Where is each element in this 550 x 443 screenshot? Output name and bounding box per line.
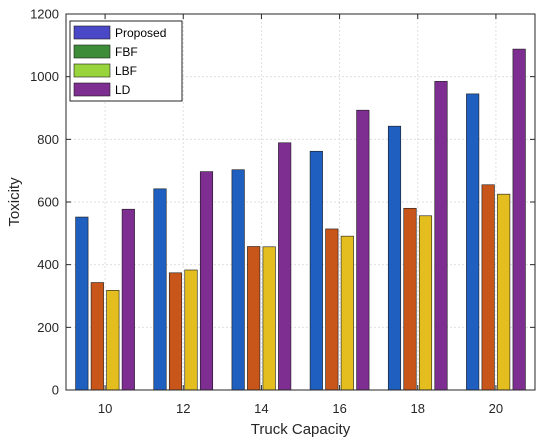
legend-label-proposed: Proposed — [115, 26, 166, 40]
bar-ld-12 — [199, 171, 214, 391]
bar-proposed-12 — [153, 188, 167, 391]
bars-layer — [75, 48, 526, 391]
legend-label-lbf: LBF — [115, 64, 137, 78]
bar-lbf-10 — [106, 290, 120, 391]
y-axis: 0 200 400 600 800 1000 1200 — [30, 7, 535, 398]
legend-swatch-proposed — [73, 25, 111, 40]
y-tick-label: 800 — [37, 132, 59, 147]
x-tick-label: 18 — [411, 401, 425, 416]
y-axis-title: Toxicity — [6, 177, 23, 227]
bar-ld-10 — [121, 208, 135, 391]
bar-fbf-12 — [168, 272, 183, 391]
bar-proposed-10 — [75, 216, 89, 391]
y-tick-label: 1200 — [30, 7, 59, 22]
x-tick-label: 16 — [332, 401, 346, 416]
x-tick-label: 10 — [98, 401, 112, 416]
legend-swatch-lbf — [73, 63, 111, 78]
bar-fbf-20 — [481, 184, 495, 391]
legend-swatch-fbf — [73, 44, 111, 59]
bar-proposed-18 — [387, 125, 402, 391]
bar-ld-16 — [356, 109, 370, 391]
bar-proposed-16 — [309, 150, 323, 391]
bar-lbf-16 — [340, 235, 354, 391]
bar-lbf-18 — [418, 215, 433, 391]
bar-ld-14 — [278, 142, 292, 391]
bar-fbf-16 — [325, 228, 339, 391]
x-tick-label: 14 — [254, 401, 268, 416]
legend-swatch-ld — [73, 82, 111, 97]
x-tick-label: 20 — [489, 401, 503, 416]
bar-ld-18 — [434, 81, 448, 391]
legend-label-fbf: FBF — [115, 45, 138, 59]
bar-lbf-20 — [497, 193, 511, 391]
legend: Proposed FBF LBF LD — [69, 20, 183, 102]
bar-fbf-14 — [247, 246, 261, 391]
bar-lbf-12 — [184, 269, 198, 391]
bar-ld-20 — [512, 48, 526, 391]
y-tick-label: 0 — [52, 383, 59, 398]
y-tick-label: 1000 — [30, 69, 59, 84]
bar-fbf-10 — [90, 282, 104, 391]
x-tick-label: 12 — [176, 401, 190, 416]
y-tick-label: 600 — [37, 195, 59, 210]
bar-proposed-14 — [231, 169, 245, 391]
bar-lbf-14 — [262, 246, 276, 391]
x-axis: 10 12 14 16 18 20 — [98, 14, 503, 416]
y-tick-label: 200 — [37, 320, 59, 335]
grid-layer — [66, 14, 535, 390]
bar-fbf-18 — [403, 207, 417, 391]
legend-label-ld: LD — [115, 83, 131, 97]
y-tick-label: 400 — [37, 257, 59, 272]
bar-proposed-20 — [466, 93, 480, 391]
x-axis-title: Truck Capacity — [251, 421, 351, 438]
